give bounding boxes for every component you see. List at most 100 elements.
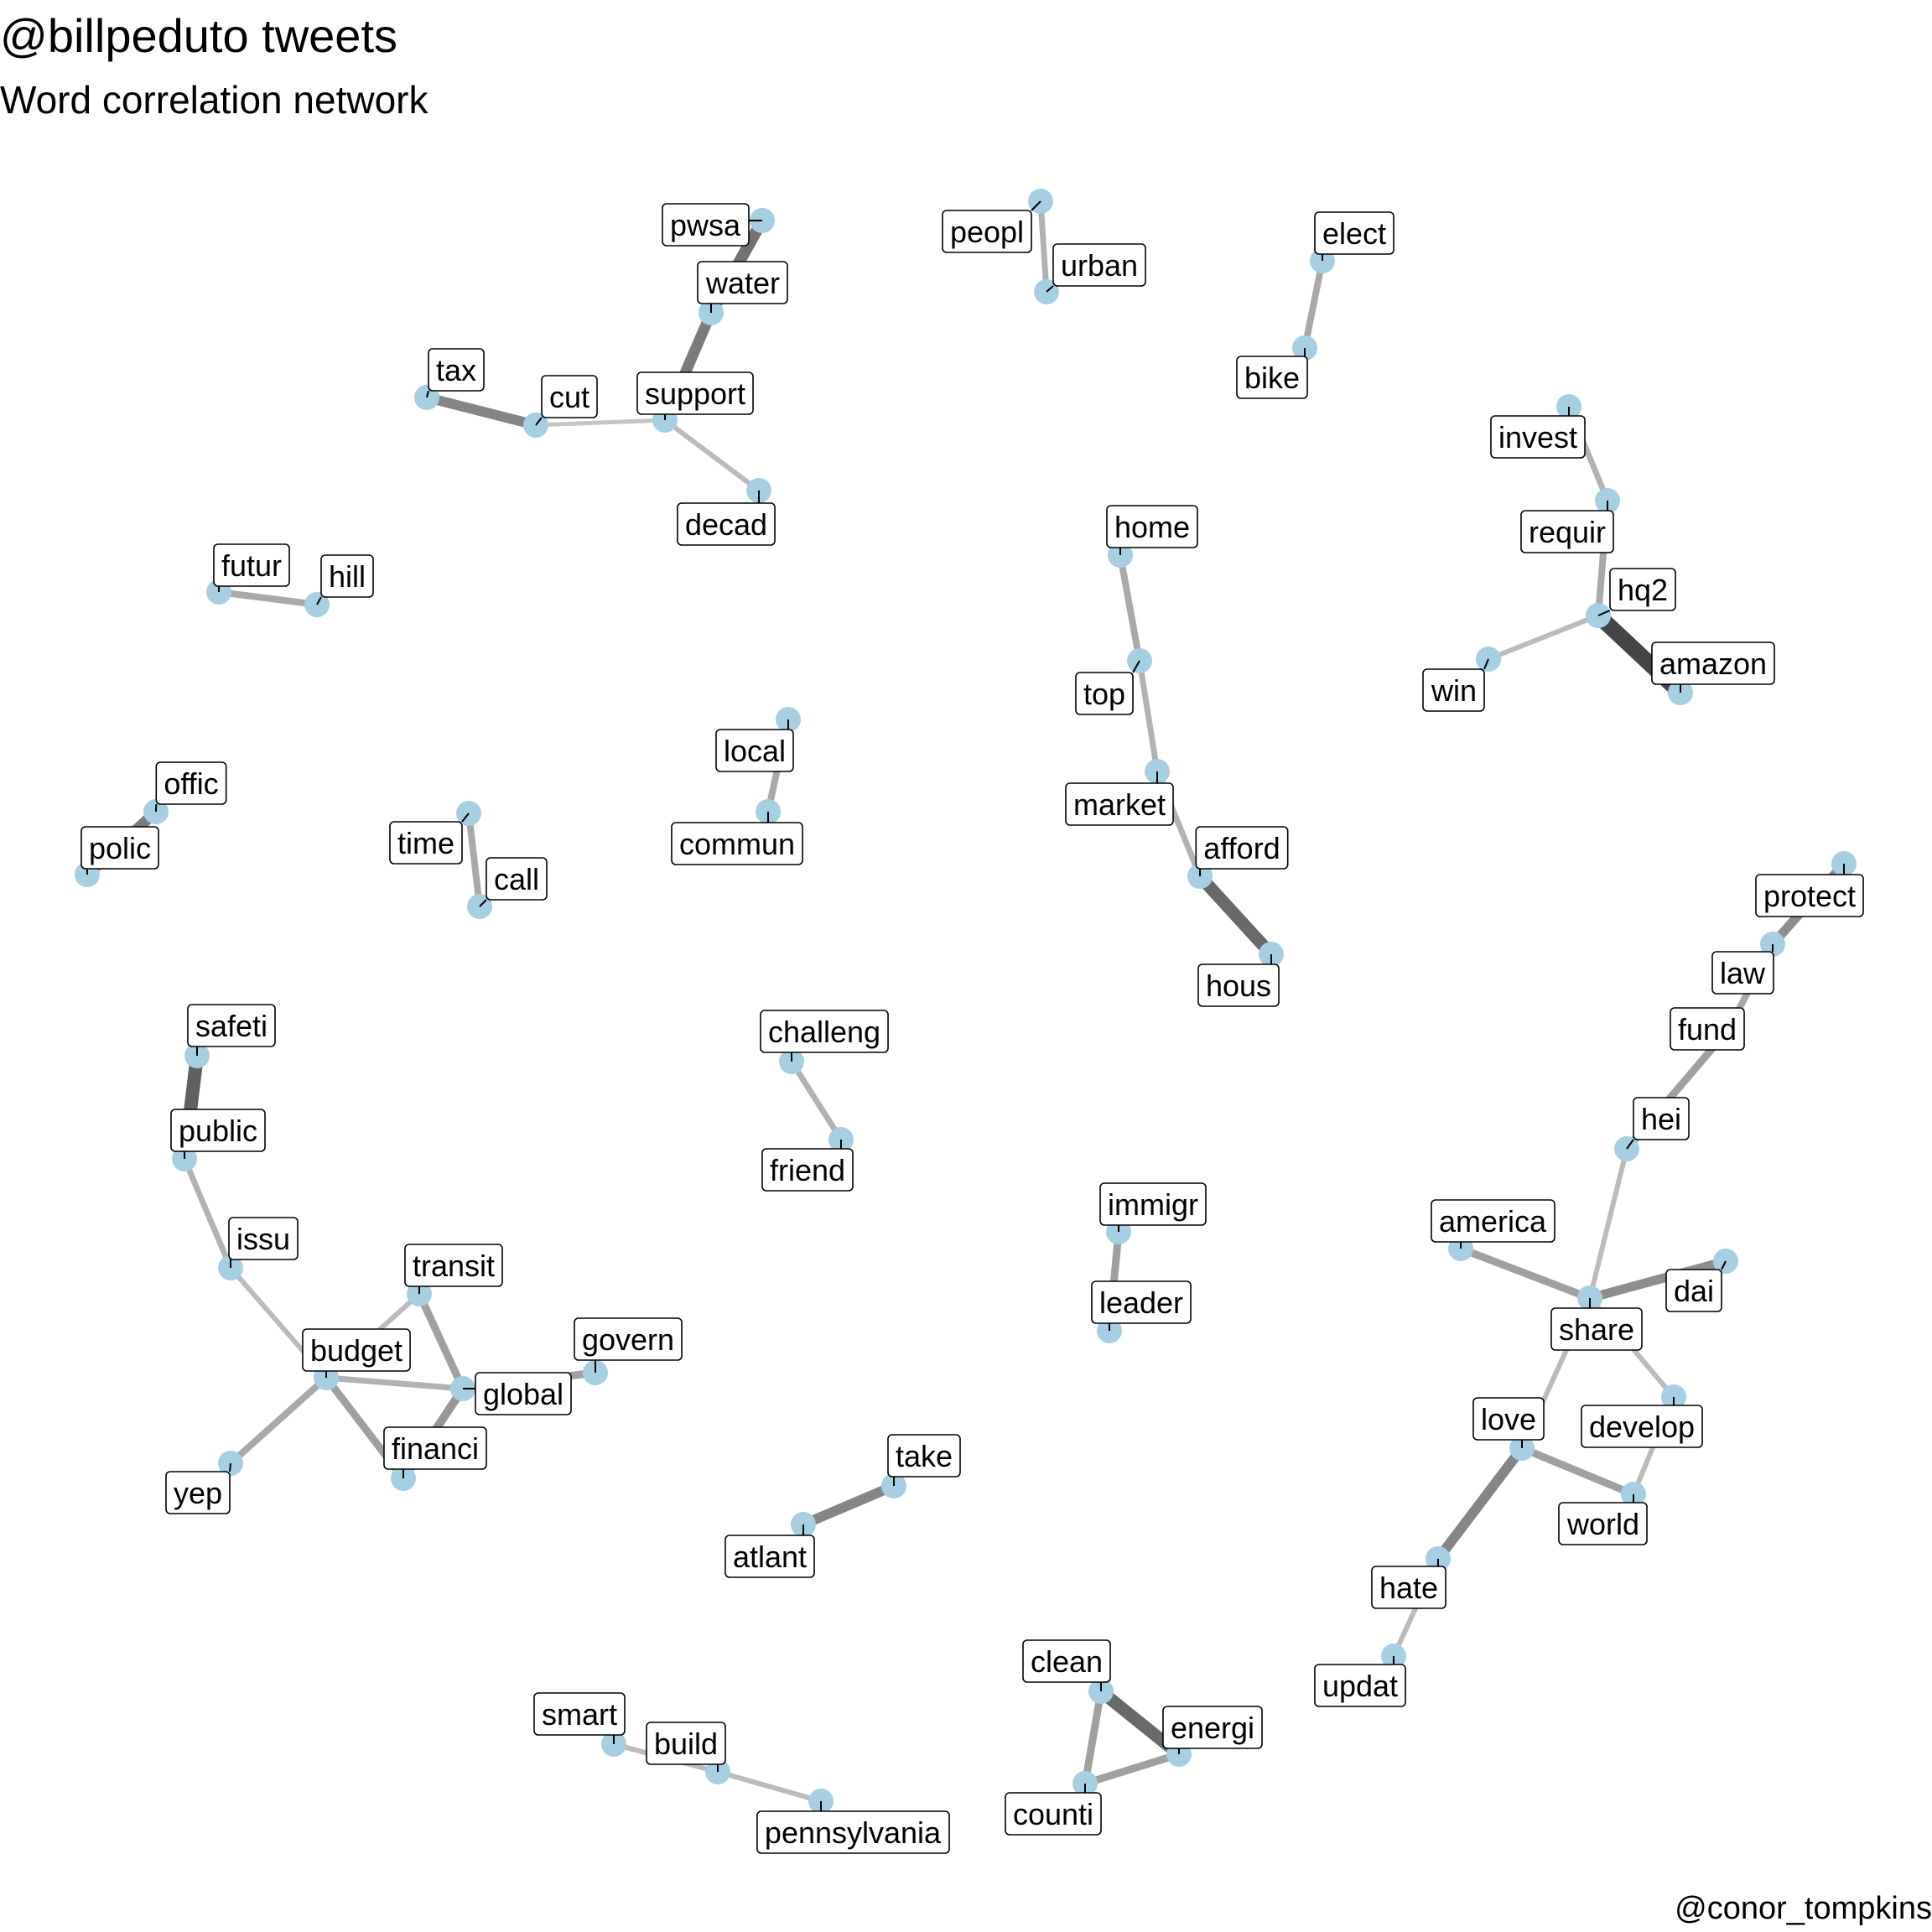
label-text-call: call bbox=[494, 862, 539, 896]
label-text-hous: hous bbox=[1206, 969, 1271, 1003]
label-box-counti bbox=[1005, 1792, 1102, 1836]
label-develop: develop bbox=[1581, 1397, 1703, 1448]
label-yep: yep bbox=[165, 1462, 231, 1514]
label-box-budget bbox=[302, 1328, 411, 1372]
label-box-hei bbox=[1633, 1097, 1690, 1140]
label-offic: offic bbox=[155, 761, 227, 813]
label-box-govern bbox=[574, 1317, 683, 1361]
label-text-local: local bbox=[724, 734, 786, 768]
label-text-commun: commun bbox=[679, 827, 795, 861]
edge-budget-global bbox=[325, 1374, 464, 1392]
label-text-protect: protect bbox=[1763, 879, 1856, 913]
edge-hq2-win bbox=[1487, 613, 1600, 662]
label-text-elect: elect bbox=[1322, 216, 1386, 251]
label-text-invest: invest bbox=[1498, 420, 1577, 454]
label-bike: bike bbox=[1236, 348, 1308, 399]
label-box-global bbox=[475, 1372, 572, 1415]
label-dai: dai bbox=[1665, 1260, 1727, 1312]
label-text-dai: dai bbox=[1674, 1274, 1714, 1308]
label-box-cut bbox=[541, 375, 598, 418]
label-text-futur: futur bbox=[221, 548, 282, 583]
label-box-offic bbox=[155, 761, 227, 805]
label-local: local bbox=[715, 719, 794, 772]
label-text-build: build bbox=[654, 1727, 718, 1761]
edge-public-issu bbox=[181, 1157, 234, 1270]
label-box-tax bbox=[428, 348, 485, 392]
label-text-water: water bbox=[705, 266, 780, 300]
edge-futur-hill bbox=[218, 589, 318, 608]
label-text-updat: updat bbox=[1322, 1669, 1398, 1703]
label-hill: hill bbox=[316, 554, 374, 605]
label-text-bike: bike bbox=[1244, 361, 1300, 395]
label-leader-win bbox=[1483, 658, 1489, 670]
label-hate: hate bbox=[1371, 1559, 1446, 1609]
label-text-yep: yep bbox=[174, 1476, 222, 1510]
edge-take-atlant bbox=[801, 1481, 896, 1530]
label-box-take bbox=[887, 1434, 961, 1478]
label-atlant: atlant bbox=[724, 1524, 815, 1578]
node-layer bbox=[75, 189, 1857, 1814]
author-caption: @conor_tompkins bbox=[1675, 1891, 1932, 1926]
label-text-counti: counti bbox=[1013, 1797, 1093, 1831]
label-box-local bbox=[715, 729, 794, 772]
label-text-hq2: hq2 bbox=[1618, 573, 1668, 607]
label-text-challeng: challeng bbox=[768, 1015, 880, 1049]
chart-subtitle: Word correlation network bbox=[0, 78, 428, 122]
label-leader-yep bbox=[229, 1462, 231, 1472]
label-leader-tax bbox=[426, 390, 429, 398]
label-law: law bbox=[1711, 944, 1774, 995]
label-urban: urban bbox=[1046, 243, 1146, 293]
label-cut: cut bbox=[535, 375, 598, 426]
label-text-market: market bbox=[1073, 787, 1166, 822]
label-govern: govern bbox=[574, 1317, 683, 1373]
label-budget: budget bbox=[302, 1328, 411, 1378]
label-text-energi: energi bbox=[1171, 1711, 1254, 1745]
label-box-immigr bbox=[1099, 1182, 1207, 1226]
label-leader-call bbox=[479, 899, 487, 907]
label-updat: updat bbox=[1314, 1656, 1406, 1707]
label-clean: clean bbox=[1022, 1639, 1111, 1691]
label-box-futur bbox=[213, 543, 290, 587]
label-box-public bbox=[170, 1109, 266, 1152]
label-counti: counti bbox=[1005, 1784, 1102, 1836]
label-text-budget: budget bbox=[310, 1333, 402, 1368]
label-box-safeti bbox=[187, 1004, 276, 1047]
label-support: support bbox=[636, 371, 754, 420]
label-box-law bbox=[1711, 951, 1774, 995]
label-issu: issu bbox=[228, 1217, 299, 1268]
label-box-bike bbox=[1236, 356, 1308, 399]
label-text-decad: decad bbox=[685, 507, 767, 542]
label-text-pwsa: pwsa bbox=[670, 208, 741, 242]
label-text-home: home bbox=[1114, 510, 1190, 544]
label-box-pwsa bbox=[662, 203, 750, 247]
label-text-love: love bbox=[1481, 1402, 1536, 1436]
label-box-polic bbox=[80, 826, 159, 870]
label-box-time bbox=[389, 821, 463, 865]
label-text-immigr: immigr bbox=[1108, 1187, 1198, 1222]
label-box-invest bbox=[1490, 415, 1586, 459]
label-tax: tax bbox=[426, 348, 485, 398]
label-box-support bbox=[636, 371, 754, 415]
label-share: share bbox=[1550, 1298, 1643, 1351]
label-pwsa: pwsa bbox=[662, 203, 762, 247]
label-box-market bbox=[1065, 782, 1174, 826]
label-futur: futur bbox=[213, 543, 290, 592]
edge-love-world bbox=[1520, 1444, 1635, 1498]
edge-energi-counti bbox=[1083, 1750, 1181, 1788]
label-home: home bbox=[1106, 505, 1198, 555]
chart-title: @billpeduto tweets bbox=[0, 9, 398, 62]
label-box-fund bbox=[1670, 1007, 1745, 1051]
label-leader-urban bbox=[1046, 285, 1054, 293]
label-requir: requir bbox=[1520, 501, 1614, 553]
label-box-win bbox=[1422, 668, 1485, 712]
label-box-yep bbox=[165, 1471, 231, 1514]
label-protect: protect bbox=[1755, 864, 1864, 917]
label-world: world bbox=[1558, 1494, 1648, 1545]
label-box-water bbox=[697, 261, 788, 304]
label-box-hous bbox=[1197, 963, 1280, 1007]
label-decad: decad bbox=[677, 491, 776, 546]
label-leader-time bbox=[461, 813, 470, 823]
label-leader-hill bbox=[316, 596, 322, 605]
label-text-share: share bbox=[1559, 1312, 1634, 1347]
